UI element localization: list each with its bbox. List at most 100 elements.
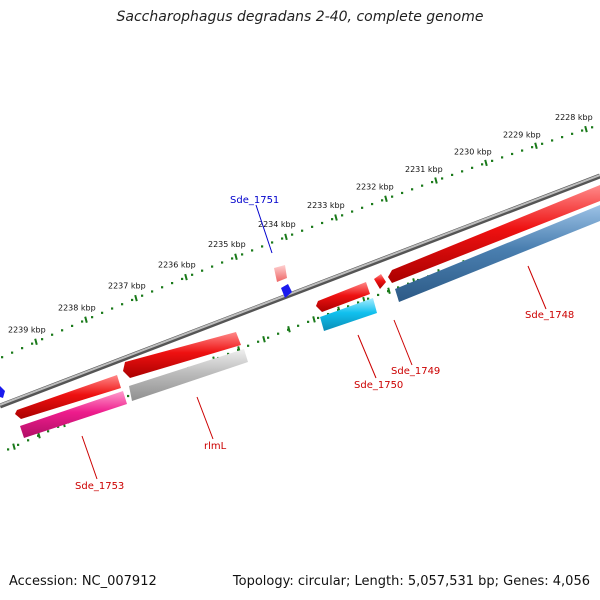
scale-tick <box>234 253 238 261</box>
scale-label: 2237 kbp <box>108 282 146 291</box>
gene-label-Sde_1749: Sde_1749 <box>391 366 440 377</box>
scale-label: 2229 kbp <box>503 130 541 139</box>
scale-dot <box>347 305 350 308</box>
scale-tick <box>534 142 538 149</box>
scale-dot <box>301 229 304 232</box>
scale-dot <box>501 156 504 159</box>
scale-tick <box>12 443 16 450</box>
feature-Sde_1748-cds[interactable] <box>395 205 600 302</box>
feature-rlmL-arrow[interactable] <box>123 332 241 378</box>
scale-dot <box>237 348 240 351</box>
scale-dot <box>261 245 264 248</box>
scale-dot <box>551 139 554 142</box>
feature-Sde_1749-arrow[interactable] <box>374 274 386 289</box>
scale-dot <box>441 177 444 180</box>
map-title: Saccharophagus degradans 2-40, complete … <box>116 9 484 25</box>
scale-tick <box>384 195 388 203</box>
scale-dot <box>1 356 4 359</box>
scale-dot <box>151 290 154 293</box>
scale-dot <box>397 286 400 289</box>
scale-dot <box>11 351 14 354</box>
leader-Sde_1749 <box>393 319 413 366</box>
scale-dot <box>221 261 224 264</box>
scale-tick <box>484 159 488 167</box>
scale-label: 2230 kbp <box>454 147 492 156</box>
scale-ruler: 2228 kbp 2229 kbp 2230 kbp 2231 kbp 2232 kbp… <box>1 113 594 359</box>
gene-label-rlmL: rlmL <box>204 441 227 452</box>
scale-dot <box>241 253 244 256</box>
scale-dot <box>431 180 434 184</box>
scale-dot <box>367 297 370 300</box>
scale-dot <box>71 324 74 328</box>
scale-dot <box>491 159 494 162</box>
scale-dot <box>351 210 354 213</box>
scale-label: 2235 kbp <box>208 240 246 249</box>
scale-dot <box>361 206 364 209</box>
scale-dot <box>411 188 414 191</box>
feature-Sde_1748-arrow[interactable] <box>388 185 600 283</box>
scale-dot <box>277 332 280 335</box>
scale-tick <box>134 294 138 302</box>
genome-backbone-highlight <box>0 174 600 406</box>
scale-dot <box>181 277 184 281</box>
gene-label-Sde_1750: Sde_1750 <box>354 380 403 391</box>
scale-dot <box>41 338 44 341</box>
scale-dot <box>47 430 50 433</box>
scale-dot <box>17 443 20 446</box>
scale-dot <box>357 301 360 304</box>
scale-tick <box>34 338 38 346</box>
scale-dot <box>51 333 54 336</box>
scale-tick <box>284 233 288 241</box>
scale-label: 2238 kbp <box>58 303 96 312</box>
scale-dot <box>251 249 254 252</box>
scale-tick <box>434 177 438 184</box>
scale-dot <box>111 307 114 310</box>
scale-dot <box>391 195 394 198</box>
scale-dot <box>521 149 524 152</box>
scale-dot <box>247 344 250 347</box>
scale-dot <box>317 316 320 320</box>
feature-left-edge-marker[interactable] <box>0 386 5 398</box>
feature-Sde_1751-marker[interactable] <box>274 265 292 298</box>
scale-label: 2239 kbp <box>8 325 46 334</box>
feature-Sde_1753-arrow[interactable] <box>15 375 121 419</box>
scale-dot <box>131 298 134 302</box>
scale-dot <box>541 142 544 145</box>
scale-dot <box>227 352 230 356</box>
scale-dot <box>57 425 60 428</box>
leader-Sde_1753 <box>81 435 98 480</box>
scale-label: 2233 kbp <box>307 201 345 210</box>
genome-summary-text: Topology: circular; Length: 5,057,531 bp… <box>232 574 590 589</box>
scale-tick <box>184 273 188 281</box>
scale-dot <box>451 173 454 177</box>
scale-dot <box>381 199 384 202</box>
scale-dot <box>91 316 94 319</box>
scale-dot <box>191 273 194 276</box>
scale-dot <box>401 191 404 195</box>
scale-dot <box>267 336 270 339</box>
scale-dot <box>37 434 40 437</box>
scale-label: 2228 kbp <box>555 113 593 122</box>
feature-Sde_1750-cds[interactable] <box>320 298 377 331</box>
scale-dot <box>211 265 214 268</box>
feature-Sde_1753-cds[interactable] <box>20 391 127 438</box>
scale-dot <box>461 170 464 173</box>
feature-rlmL-cds[interactable] <box>129 349 248 401</box>
scale-dot <box>327 312 330 316</box>
scale-dot <box>281 237 284 240</box>
leader-Sde_1748 <box>527 265 547 310</box>
scale-tick <box>37 431 41 439</box>
leader-Sde_1751 <box>255 204 273 254</box>
scale-tick <box>84 316 88 323</box>
scale-dot <box>307 320 310 323</box>
scale-label: 2231 kbp <box>405 165 443 174</box>
scale-dot <box>21 347 24 350</box>
scale-tick <box>287 325 291 333</box>
feature-Sde_1750-arrow[interactable] <box>316 282 370 312</box>
scale-dot <box>291 233 294 236</box>
scale-dot <box>481 163 484 166</box>
scale-dot <box>27 439 30 442</box>
scale-dot <box>571 132 574 135</box>
scale-dot <box>511 152 514 156</box>
